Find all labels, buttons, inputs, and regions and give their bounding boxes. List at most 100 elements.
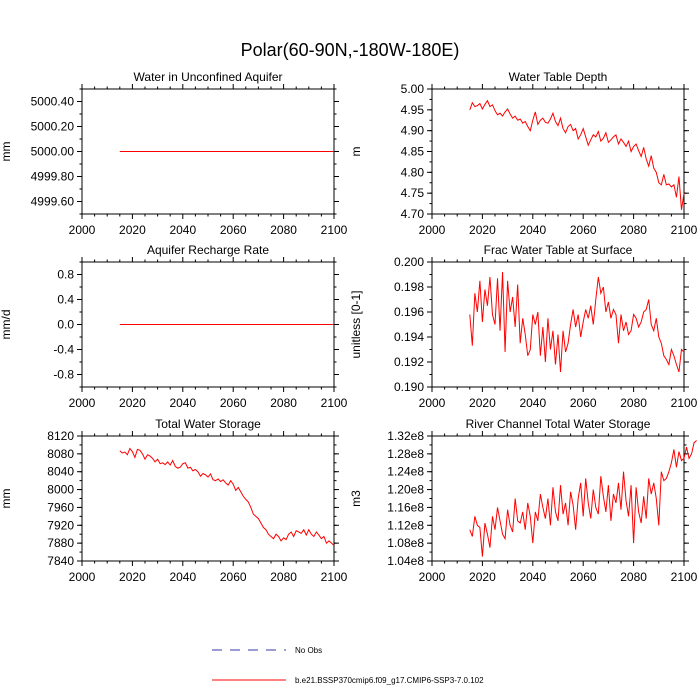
x-tick-label: 2020 [469, 570, 496, 584]
x-tick-label: 2040 [169, 570, 196, 584]
x-tick-label: 2020 [119, 396, 146, 410]
x-tick-label: 2060 [220, 396, 247, 410]
figure-title: Polar(60-90N,-180W-180E) [241, 40, 460, 60]
x-tick-label: 2020 [119, 570, 146, 584]
y-tick-label: 7880 [47, 536, 74, 550]
panel-grid: Water in Unconfined Aquifer mm 2000 2020 204… [0, 70, 698, 584]
y-tick-label: 1.20e8 [387, 483, 424, 497]
series-line [469, 99, 685, 210]
x-tick-label: 2100 [321, 570, 348, 584]
plot-frame [431, 435, 685, 562]
y-tick-label: -0.4 [53, 343, 74, 357]
chart-panel: Water Table Depth m 2000 2020 2040 2060 2080 21… [349, 70, 698, 237]
x-tick-label: 2080 [620, 223, 647, 237]
y-tick-label: 1.04e8 [387, 554, 424, 568]
plot-frame [81, 435, 335, 562]
x-tick-label: 2080 [270, 223, 297, 237]
y-tick-label: 0.192 [394, 355, 424, 369]
y-tick-label: 0.8 [57, 268, 74, 282]
legend-model-label: b.e21.BSSP370cmip6.f09_g17.CMIP6-SSP3-7.… [295, 676, 484, 685]
y-axis-label: mm/d [0, 310, 13, 340]
y-tick-label: 1.16e8 [387, 500, 424, 514]
legend: No Obs b.e21.BSSP370cmip6.f09_g17.CMIP6-… [212, 646, 484, 685]
y-tick-label: 1.08e8 [387, 536, 424, 550]
y-tick-label: 8000 [47, 483, 74, 497]
y-tick-label: 0.198 [394, 280, 424, 294]
x-tick-label: 2020 [119, 223, 146, 237]
series-line [469, 271, 685, 373]
y-tick-label: 8080 [47, 447, 74, 461]
x-tick-label: 2100 [321, 223, 348, 237]
panel-title: Total Water Storage [155, 417, 261, 431]
plot-frame [431, 261, 685, 388]
y-tick-label: 5000.40 [31, 95, 75, 109]
y-axis-label: m [349, 147, 363, 157]
y-tick-label: 1.32e8 [387, 429, 424, 443]
y-tick-label: 5000.00 [31, 145, 75, 159]
x-tick-label: 2080 [270, 570, 297, 584]
x-tick-label: 2000 [69, 223, 96, 237]
y-tick-label: 8040 [47, 465, 74, 479]
x-tick-label: 2040 [169, 396, 196, 410]
x-tick-label: 2040 [519, 570, 546, 584]
y-axis-label: m3 [349, 490, 363, 507]
x-tick-label: 2080 [620, 396, 647, 410]
y-axis-label: mm [0, 142, 13, 162]
y-tick-label: 4999.80 [31, 170, 75, 184]
chart-panel: River Channel Total Water Storage m3 2000 2… [349, 417, 698, 584]
x-tick-label: 2080 [270, 396, 297, 410]
y-tick-label: 7960 [47, 500, 74, 514]
x-tick-label: 2000 [419, 223, 446, 237]
y-tick-label: 0.200 [394, 255, 424, 269]
x-tick-label: 2040 [519, 223, 546, 237]
panel-title: Frac Water Table at Surface [484, 243, 633, 257]
x-tick-label: 2060 [570, 396, 597, 410]
x-tick-label: 2100 [671, 396, 698, 410]
x-tick-label: 2000 [69, 396, 96, 410]
x-tick-label: 2020 [469, 396, 496, 410]
y-tick-label: 4.95 [401, 103, 425, 117]
x-tick-label: 2080 [620, 570, 647, 584]
legend-obs-label: No Obs [295, 646, 322, 655]
x-tick-label: 2060 [570, 223, 597, 237]
y-axis-label: mm [0, 489, 13, 509]
y-tick-label: 4.90 [401, 124, 425, 138]
series-line [469, 440, 697, 557]
chart-panel: Aquifer Recharge Rate mm/d 2000 2020 2040 206… [0, 243, 348, 410]
y-tick-label: 5.00 [401, 82, 425, 96]
y-tick-label: -0.8 [53, 368, 74, 382]
y-tick-label: 4.70 [401, 207, 425, 221]
y-tick-label: 4.80 [401, 165, 425, 179]
chart-panel: Water in Unconfined Aquifer mm 2000 2020 204… [0, 70, 348, 237]
x-tick-label: 2060 [220, 223, 247, 237]
panel-title: Water Table Depth [509, 70, 608, 84]
x-tick-label: 2060 [570, 570, 597, 584]
chart-panel: Total Water Storage mm 2000 2020 2040 2060 208… [0, 417, 348, 584]
x-tick-label: 2100 [671, 223, 698, 237]
y-tick-label: 0.196 [394, 305, 424, 319]
y-tick-label: 1.12e8 [387, 518, 424, 532]
x-tick-label: 2060 [220, 570, 247, 584]
plot-frame [431, 88, 685, 215]
x-tick-label: 2000 [419, 396, 446, 410]
x-tick-label: 2040 [519, 396, 546, 410]
x-tick-label: 2020 [469, 223, 496, 237]
y-tick-label: 7920 [47, 518, 74, 532]
y-tick-label: 4999.60 [31, 195, 75, 209]
x-tick-label: 2000 [69, 570, 96, 584]
y-tick-label: 0.194 [394, 330, 424, 344]
x-tick-label: 2000 [419, 570, 446, 584]
x-tick-label: 2040 [169, 223, 196, 237]
y-tick-label: 0.4 [57, 293, 74, 307]
y-tick-label: 7840 [47, 554, 74, 568]
x-tick-label: 2100 [671, 570, 698, 584]
y-tick-label: 0.0 [57, 318, 74, 332]
y-tick-label: 1.24e8 [387, 465, 424, 479]
y-tick-label: 1.28e8 [387, 447, 424, 461]
panel-title: Aquifer Recharge Rate [147, 243, 269, 257]
x-tick-label: 2100 [321, 396, 348, 410]
chart-panel: Frac Water Table at Surface unitless [0-1… [349, 243, 698, 410]
y-tick-label: 0.190 [394, 380, 424, 394]
y-tick-label: 4.75 [401, 186, 425, 200]
